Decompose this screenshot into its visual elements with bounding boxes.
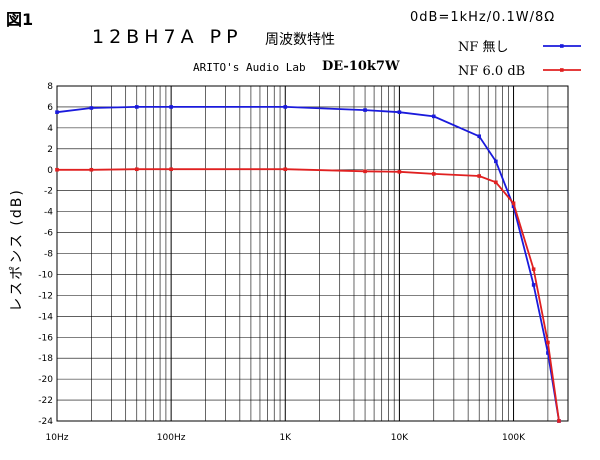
x-tick-label: 100Hz [157,433,186,443]
data-point [134,167,139,172]
model-name: DE-10k7W [322,59,400,74]
y-tick-label: -4 [44,208,53,218]
legend-marker [560,44,564,48]
data-point [363,169,367,174]
data-point [546,351,550,355]
tick-labels: 8 6 4 2 0 -2 -4 -6 -8 -10 -12 -14 -16 -18 -20 -22 -24 10H… [38,82,526,443]
data-point [531,283,536,287]
data-point [477,134,481,139]
series-1 [55,105,561,423]
y-tick-label: -24 [38,417,53,427]
y-tick-label: -6 [44,229,53,239]
y-tick-label: 0 [47,166,53,176]
y-tick-label: 6 [47,103,53,113]
data-point [55,110,59,114]
legend-marker [560,68,564,72]
data-point [397,170,402,174]
data-point [546,340,550,345]
y-tick-label: -8 [44,250,53,260]
data-point [511,201,516,206]
y-tick-label: 8 [47,82,53,92]
data-point [477,174,481,178]
data-point [134,105,139,109]
data-point [494,180,498,185]
legend-label: NF 無し [458,40,509,55]
chart-subtitle: 周波数特性 [265,32,335,48]
data-point [397,110,402,114]
data-point [89,167,94,172]
grid [56,85,569,422]
data-point [431,172,436,176]
chart-title: 12BH7A PP [92,26,243,48]
x-tick-label: 1K [279,433,292,443]
y-tick-label: -22 [38,396,53,406]
legend-label: NF 6.0 dB [458,64,525,79]
y-tick-label: -18 [38,354,53,364]
y-tick-label: -20 [38,375,53,385]
data-point [169,105,173,109]
x-tick-label: 10Hz [46,433,69,443]
y-tick-label: 2 [47,145,53,155]
plot-frame [56,85,569,422]
credit-text: ARITO's Audio Lab [193,61,306,74]
data-point [431,114,436,119]
figure-label: 図1 [6,10,34,29]
y-tick-label: 4 [47,124,53,134]
data-point [283,105,288,109]
data-point [531,267,536,272]
x-tick-label: 10K [391,433,409,443]
y-tick-label: -14 [38,312,53,322]
series-2 [55,167,561,423]
data-point [363,108,367,112]
y-tick-label: -2 [44,187,53,197]
x-tick-label: 100K [502,433,526,443]
data-point [55,167,59,172]
data-point [169,167,173,172]
y-tick-label: -12 [38,291,53,301]
series-layer [55,105,561,423]
data-point [89,106,94,110]
series-line [56,106,560,422]
data-point [494,159,498,164]
series-line [57,168,560,422]
data-point [557,419,561,423]
data-point [283,167,288,172]
y-tick-label: -10 [38,270,53,280]
y-tick-label: -16 [38,333,53,343]
reference-level: 0dB=1kHz/0.1W/8Ω [410,10,556,25]
legend: NF 無し NF 6.0 dB [458,40,581,79]
